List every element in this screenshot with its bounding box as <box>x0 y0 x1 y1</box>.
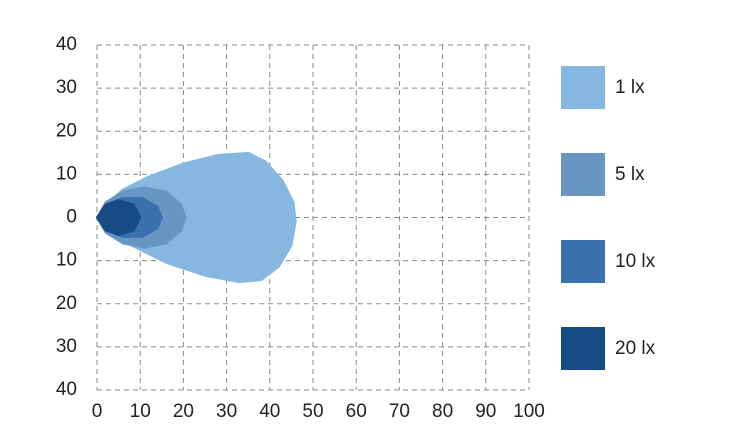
legend-label: 20 lx <box>615 338 656 359</box>
y-tick-label: 40 <box>56 34 77 55</box>
y-tick-label: 0 <box>66 207 77 228</box>
y-tick-label: 10 <box>56 250 77 271</box>
legend-swatch <box>561 240 605 283</box>
legend-swatch <box>561 66 605 109</box>
legend-swatch <box>561 153 605 196</box>
y-tick-label: 20 <box>56 120 77 141</box>
x-tick-label: 60 <box>346 401 367 422</box>
x-tick-label: 70 <box>389 401 410 422</box>
legend-label: 1 lx <box>615 77 645 98</box>
x-tick-label: 100 <box>513 401 545 422</box>
x-tick-label: 30 <box>216 401 237 422</box>
legend-label: 10 lx <box>615 251 656 272</box>
y-tick-label: 30 <box>56 336 77 357</box>
x-tick-label: 0 <box>92 401 103 422</box>
y-tick-label: 10 <box>56 163 77 184</box>
legend-swatch <box>561 327 605 370</box>
x-tick-label: 20 <box>173 401 194 422</box>
y-tick-label: 30 <box>56 77 77 98</box>
x-tick-label: 80 <box>432 401 453 422</box>
contour <box>96 199 142 236</box>
y-tick-label: 40 <box>56 379 77 400</box>
legend-label: 5 lx <box>615 164 645 185</box>
x-tick-label: 90 <box>475 401 496 422</box>
x-tick-label: 10 <box>130 401 151 422</box>
contour <box>96 151 297 284</box>
y-tick-label: 20 <box>56 293 77 314</box>
x-tick-label: 50 <box>302 401 323 422</box>
x-tick-label: 40 <box>259 401 280 422</box>
